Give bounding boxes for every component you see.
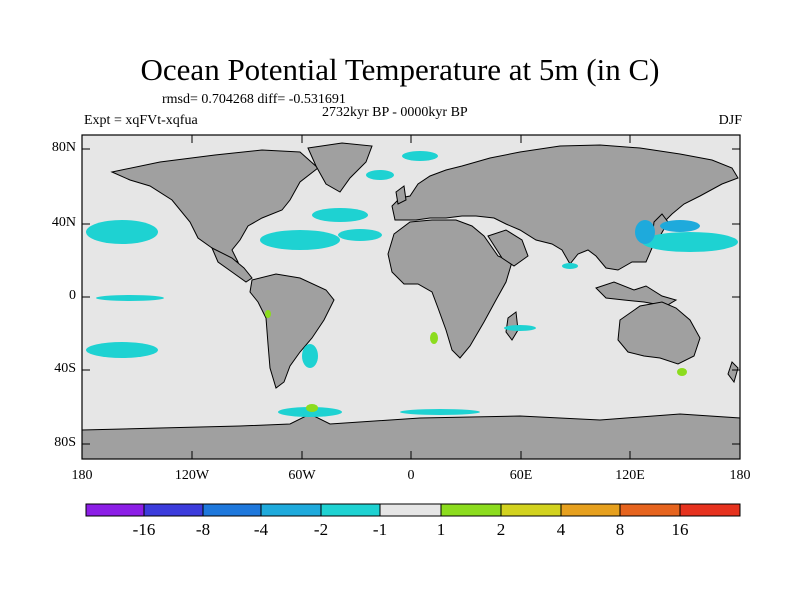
colorbar-box [679,503,741,517]
colorbar-box [320,503,381,517]
colorbar-label: 8 [615,520,625,539]
map-title: Ocean Potential Temperature at 5m (in C) [140,52,660,87]
colorbar-box [85,503,145,517]
anomaly-patches [86,151,738,417]
landmasses [81,142,741,460]
anomaly-patch [265,310,271,318]
anomaly-patch [260,230,340,250]
colorbar-box [379,503,442,517]
british-isles [395,185,407,205]
colorbar-box [440,503,502,517]
colorbar-label: 4 [556,520,566,539]
colorbar-box [202,503,262,517]
arabia [487,229,529,267]
anomaly-patch [400,409,480,415]
x-label-0: 0 [407,468,415,483]
south-america [249,273,335,389]
colorbar-label: -16 [132,520,156,539]
africa [387,219,513,359]
colorbar-box [560,503,621,517]
y-label-40s: 40S [54,361,76,376]
anomaly-patch [677,368,687,376]
colorbar-box [619,503,681,517]
anomaly-patch [642,232,738,252]
anomaly-patch [562,263,578,269]
experiment-label: Expt = xqFVt-xqfua [84,113,198,128]
time-period: 2732kyr BP - 0000kyr BP [322,105,468,120]
new-zealand [727,361,739,384]
y-label-0: 0 [69,288,76,303]
anomaly-patch [366,170,394,180]
y-label-40n: 40N [51,215,76,230]
anomaly-patch [96,295,164,301]
anomaly-patch [504,325,536,331]
anomaly-patch [86,342,158,358]
season-label: DJF [718,113,742,128]
x-label-180e: 180 [729,468,751,483]
colorbar-label: -4 [253,520,269,539]
y-label-80n: 80N [51,140,76,155]
anomaly-patch [660,220,700,232]
x-label-180w: 180 [71,468,93,483]
anomaly-patch [312,208,368,222]
colorbar [85,503,741,517]
x-label-120e: 120E [615,468,645,483]
colorbar-box [143,503,204,517]
x-label-60e: 60E [509,468,533,483]
x-label-60w: 60W [288,468,316,483]
central-america [211,246,253,283]
axis-ticks [81,135,741,459]
anomaly-patch [430,332,438,344]
anomaly-patch [306,404,318,412]
rmsd-diff-stats: rmsd= 0.704268 diff= -0.531691 [162,92,346,107]
anomaly-patch [402,151,438,161]
australia [617,301,701,365]
anomaly-patch [278,407,342,417]
anomaly-patch [338,229,382,241]
anomaly-patch [86,220,158,244]
anomaly-patch [302,344,318,368]
colorbar-box [500,503,562,517]
colorbar-label: 2 [496,520,506,539]
colorbar-label: -2 [313,520,329,539]
greenland [307,142,373,193]
colorbar-box [260,503,322,517]
anomaly-patch [635,220,655,244]
y-label-80s: 80S [54,435,76,450]
colorbar-label: -1 [372,520,388,539]
colorbar-label: 16 [671,520,689,539]
north-america [110,149,319,263]
x-label-120w: 120W [174,468,210,483]
colorbar-label: -8 [195,520,211,539]
colorbar-label: 1 [436,520,446,539]
maritime-continent [595,281,678,307]
